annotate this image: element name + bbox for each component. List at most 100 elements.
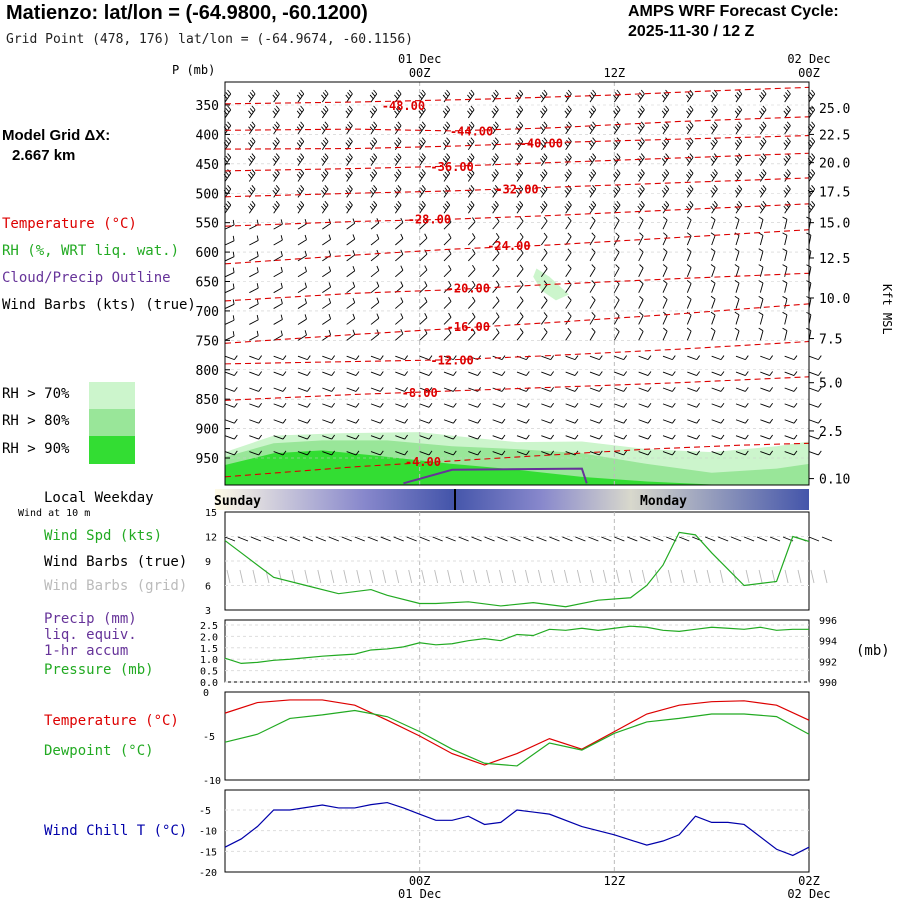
wind-barb-flag: [566, 92, 571, 97]
wind-barb-flag: [472, 312, 476, 318]
wind-barb-staff: [540, 252, 548, 262]
wind-barb-staff: [759, 173, 767, 182]
wind-barb-staff: [322, 451, 332, 456]
wind-barb-flag: [348, 121, 353, 126]
wind-barb-flag: [613, 189, 617, 195]
wind-barb-flag: [541, 171, 546, 177]
precip-panel-frame: [224, 619, 810, 683]
wind-barb-flag: [647, 450, 652, 456]
wind-barb-flag: [453, 450, 457, 456]
wind-barb-staff: [468, 403, 478, 408]
wind-barb-flag: [424, 297, 428, 302]
weekday-sunday: Sunday: [214, 494, 261, 509]
wind-barb-flag: [248, 205, 252, 211]
wind-barb-flag: [453, 387, 457, 392]
weekday-monday: Monday: [640, 494, 687, 509]
wind-barb-staff: [443, 403, 454, 408]
wind-barb-flag: [371, 92, 376, 97]
wind-barb-flag: [280, 282, 283, 288]
surface-barb-true: [380, 536, 391, 542]
wind-barb-flag: [282, 371, 287, 376]
wind-barb-staff: [711, 109, 718, 119]
wind-barb-flag: [470, 105, 475, 111]
wind-barb-flag: [663, 280, 668, 284]
model-grid-value: 2.667 km: [12, 147, 76, 164]
wind-barb-flag: [616, 105, 621, 111]
wind-barb-flag: [710, 264, 716, 268]
wind-barb-staff: [687, 371, 697, 376]
wind-barb-staff: [686, 173, 694, 182]
wind-barb-staff: [273, 109, 280, 119]
wind-barb-flag: [418, 158, 423, 163]
wind-barb-staff: [735, 267, 740, 277]
wind-barb-staff: [516, 125, 524, 135]
wind-barb-flag: [720, 387, 725, 392]
wind-barb-flag: [519, 121, 524, 126]
wind-barb-staff: [419, 173, 426, 182]
wind-barb-staff: [273, 371, 284, 376]
wind-barb-flag: [249, 187, 254, 192]
wind-barb-staff: [468, 253, 476, 262]
wind-barb-staff: [419, 237, 428, 246]
wind-barb-flag: [736, 155, 741, 161]
wind-barb-flag: [249, 123, 254, 129]
wind-barb-staff: [516, 419, 527, 424]
temperature-contour: [224, 442, 810, 478]
wind-barb-flag: [493, 171, 498, 177]
wind-barb-staff: [516, 236, 524, 246]
wind-barb-flag: [371, 108, 376, 113]
wind-barb-staff: [589, 125, 597, 135]
wind-barb-flag: [713, 105, 718, 111]
wind-barb-flag: [352, 297, 356, 303]
wind-barb-staff: [662, 141, 670, 150]
wind-barb-flag: [663, 264, 668, 269]
wind-barb-flag: [686, 311, 692, 316]
wind-barb-staff: [540, 173, 548, 182]
wind-barb-flag: [687, 123, 692, 129]
wind-barb-flag: [347, 123, 352, 129]
wind-barb-staff: [297, 451, 308, 456]
wind-barb-flag: [307, 402, 311, 408]
wind-barb-flag: [639, 232, 644, 237]
wind-barb-staff: [297, 188, 305, 198]
wind-barb-staff: [419, 253, 428, 262]
wind-barb-staff: [370, 173, 378, 182]
wind-barb-flag: [472, 217, 476, 223]
wind-barb-staff: [540, 157, 548, 166]
wind-barb-staff: [346, 387, 357, 392]
wind-barb-flag: [639, 264, 644, 269]
wind-barb-staff: [467, 125, 475, 135]
wind-barb-flag: [400, 329, 404, 334]
wind-barb-flag: [818, 418, 822, 424]
wind-barb-staff: [443, 451, 454, 456]
wind-barb-staff: [565, 435, 576, 440]
wind-barb-flag: [420, 203, 425, 208]
wind-barb-flag: [811, 169, 816, 174]
wind-barb-flag: [400, 249, 404, 255]
wind-barb-flag: [300, 169, 305, 174]
surface-barb-grid: [278, 569, 283, 584]
wind-barb-staff: [638, 173, 645, 182]
wind-barb-flag: [369, 158, 374, 163]
wind-barb-staff: [784, 451, 795, 456]
wind-barb-flag: [811, 89, 816, 95]
wind-barb-flag: [494, 153, 499, 158]
wind-barb-flag: [623, 387, 628, 392]
wind-barb-flag: [467, 94, 471, 100]
wind-barb-flag: [467, 110, 471, 115]
wind-barb-staff: [346, 403, 357, 408]
wind-barb-flag: [543, 121, 548, 126]
wind-barb-flag: [663, 187, 668, 192]
wind-barb-staff: [346, 302, 355, 309]
wind-barb-staff: [492, 300, 500, 309]
wind-barb-flag: [696, 387, 701, 392]
wind-barb-staff: [735, 371, 746, 376]
temperature-contour: [224, 152, 810, 172]
wind-barb-flag: [543, 312, 548, 317]
wind-barb-flag: [272, 142, 277, 147]
surface-barb-grid: [356, 569, 361, 584]
wind-barb-flag: [352, 329, 356, 335]
bottom-time-label: 12Z: [603, 874, 625, 888]
wind-barb-staff: [614, 451, 624, 456]
